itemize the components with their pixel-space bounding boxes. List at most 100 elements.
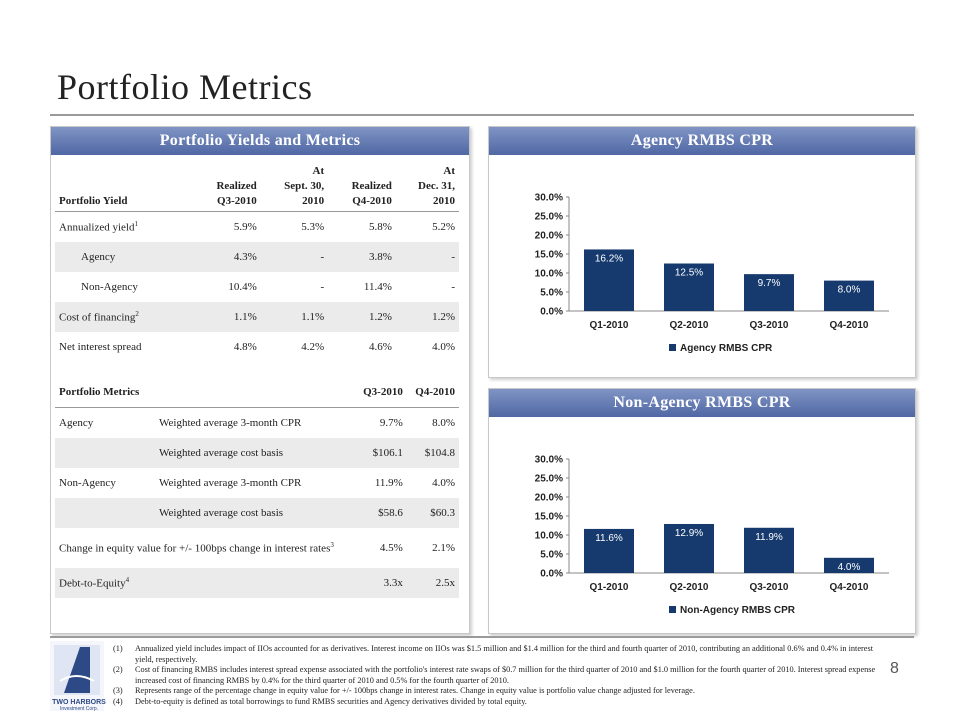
yield-cell: 4.8% [233, 341, 257, 353]
agency-cpr-legend-swatch [669, 344, 676, 351]
yield-row: Non-Agency 10.4% - 11.4% - [55, 272, 459, 302]
non-agency-cpr-y-tick-label: 0.0% [540, 569, 563, 580]
yield-header-row: Portfolio Yield Realized Q3-2010 At Sept. 30… [55, 159, 459, 212]
metrics-cell: 11.9% [374, 477, 403, 489]
footnote-text: Annualized yield includes impact of IIOs… [135, 644, 874, 664]
footnote-number: (3) [113, 686, 123, 696]
agency-cpr-y-tick-label: 20.0% [535, 231, 563, 242]
non-agency-cpr-bar [744, 527, 794, 573]
footnote-text: Debt-to-equity is defined as total borro… [135, 696, 527, 706]
yields-metrics-header: Portfolio Yields and Metrics [51, 127, 469, 155]
footnote-number: (1) [113, 644, 123, 653]
agency-cpr-y-tick-label: 25.0% [535, 212, 563, 223]
logo-title: TWO HARBORS [52, 699, 106, 706]
logo-subtitle: Investment Corp. [59, 706, 99, 712]
footnote-number: (4) [113, 696, 123, 706]
logo-mark-icon [54, 645, 100, 695]
non-agency-cpr-y-tick-label: 15.0% [535, 512, 563, 523]
non-agency-cpr-y-tick-label: 25.0% [535, 474, 563, 485]
non-agency-cpr-x-tick-label: Q4-2010 [830, 582, 869, 593]
yield-cell: 4.6% [369, 341, 392, 353]
metrics-cell: $58.6 [354, 498, 407, 528]
metrics-row-metric: Weighted average 3-month CPR [159, 417, 302, 429]
yield-cell: 5.2% [432, 221, 455, 233]
non-agency-cpr-y-tick-label: 10.0% [535, 531, 563, 542]
metrics-header-col2: Q4-2010 [406, 377, 459, 408]
metrics-cell: 4.5% [379, 542, 403, 554]
yield-cell: 4.0% [432, 341, 455, 353]
debt-to-equity-row: Debt-to-Equity4 3.3x 2.5x [55, 568, 459, 598]
yield-row-label: Net interest spread [59, 341, 142, 353]
page-title: Portfolio Metrics [57, 67, 313, 107]
yield-header-col3: Realized Q4-2010 [328, 159, 396, 212]
non-agency-cpr-y-tick-label: 20.0% [535, 493, 563, 504]
footnote-number: (2) [113, 665, 123, 675]
agency-cpr-x-tick-label: Q1-2010 [590, 320, 629, 331]
page-number: 8 [890, 660, 899, 677]
agency-cpr-data-label: 12.5% [675, 268, 703, 279]
non-agency-cpr-y-tick-label: 30.0% [535, 455, 563, 466]
metrics-row-metric: Weighted average cost basis [155, 438, 355, 468]
yield-cell: 1.1% [193, 302, 261, 332]
footnote-text: Cost of financing RMBS includes interest… [135, 665, 876, 685]
footnote: (3) Represents range of the percentage ch… [113, 686, 883, 697]
metrics-cell: 3.3x [354, 568, 407, 598]
footer-divider [50, 636, 914, 638]
yield-header-label: Portfolio Yield [55, 159, 193, 212]
yield-row-label: Non-Agency [81, 281, 138, 293]
non-agency-cpr-x-tick-label: Q3-2010 [750, 582, 789, 593]
agency-cpr-header: Agency RMBS CPR [489, 127, 915, 155]
metrics-cell: 9.7% [379, 417, 403, 429]
metrics-row: Weighted average cost basis $106.1 $104.8 [55, 438, 459, 468]
yield-cell: 1.2% [395, 302, 459, 332]
agency-cpr-y-tick-label: 30.0% [535, 193, 563, 204]
equity-change-row: Change in equity value for +/- 100bps ch… [55, 528, 459, 568]
agency-cpr-legend-label: Agency RMBS CPR [680, 343, 773, 354]
non-agency-cpr-legend-label: Non-Agency RMBS CPR [680, 605, 796, 616]
agency-cpr-x-tick-label: Q4-2010 [830, 320, 869, 331]
non-agency-cpr-data-label: 11.6% [595, 533, 623, 544]
metrics-cell: 2.1% [432, 542, 455, 554]
footnotes: (1) Annualized yield includes impact of I… [113, 644, 883, 708]
yield-cell: 1.2% [328, 302, 396, 332]
metrics-row-label: Agency [59, 417, 94, 429]
metrics-row: Weighted average cost basis $58.6 $60.3 [55, 498, 459, 528]
metrics-cell: $106.1 [354, 438, 407, 468]
non-agency-cpr-legend-swatch [669, 606, 676, 613]
portfolio-metrics-table: Portfolio Metrics Q3-2010 Q4-2010 Agency Wei… [55, 377, 459, 598]
metrics-cell: 4.0% [432, 477, 455, 489]
non-agency-cpr-x-tick-label: Q1-2010 [590, 582, 629, 593]
portfolio-yield-table: Portfolio Yield Realized Q3-2010 At Sept. 30… [55, 159, 459, 362]
non-agency-cpr-x-tick-label: Q2-2010 [670, 582, 709, 593]
metrics-row-label [55, 438, 155, 468]
yield-row: Agency 4.3% -3.8% - [55, 242, 459, 272]
non-agency-cpr-header: Non-Agency RMBS CPR [489, 389, 915, 417]
metrics-cell: 2.5x [406, 568, 459, 598]
yield-cell: 11.4% [363, 281, 392, 293]
agency-cpr-data-label: 8.0% [838, 285, 861, 296]
yield-cell: 5.9% [233, 221, 257, 233]
metrics-row-label: Debt-to-Equity4 [55, 568, 355, 598]
metrics-cell: $104.8 [406, 438, 459, 468]
footnote-ref: 4 [125, 576, 130, 585]
metrics-row: Non-Agency Weighted average 3-month CPR 11… [55, 468, 459, 498]
yield-cell: 1.1% [260, 302, 329, 332]
metrics-header-col1: Q3-2010 [354, 377, 407, 408]
yield-header-col2: At Sept. 30, 2010 [260, 159, 329, 212]
non-agency-cpr-data-label: 11.9% [755, 532, 783, 543]
agency-cpr-panel: Agency RMBS CPR 0.0% 5.0% 10.0% 15.0% 20.0% 2… [488, 126, 916, 378]
agency-cpr-y-tick-label: 5.0% [540, 288, 563, 299]
footnote-ref: 1 [134, 220, 138, 229]
agency-cpr-y-tick-label: 15.0% [535, 250, 563, 261]
yield-cell: - [395, 242, 459, 272]
agency-cpr-y-tick-label: 0.0% [540, 307, 563, 318]
metrics-cell: 8.0% [432, 417, 455, 429]
agency-cpr-bar [744, 274, 794, 311]
footnote: (1) Annualized yield includes impact of I… [113, 644, 883, 665]
yield-row-label: Agency [55, 242, 193, 272]
footnote-text: Represents range of the percentage chang… [135, 686, 695, 696]
metrics-row: Agency Weighted average 3-month CPR 9.7% 8.… [55, 408, 459, 439]
company-logo [50, 641, 104, 711]
footnote: (2) Cost of financing RMBS includes inter… [113, 665, 883, 686]
metrics-row-label: Non-Agency [59, 477, 116, 489]
